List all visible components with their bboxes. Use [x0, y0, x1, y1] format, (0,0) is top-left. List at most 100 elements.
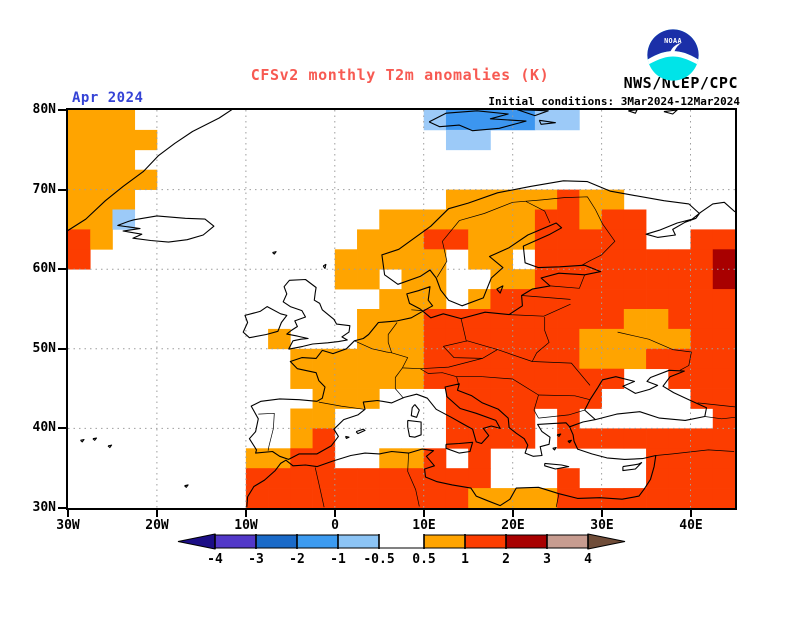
anomaly-cell: [423, 209, 447, 230]
anomaly-cell: [68, 189, 91, 210]
anomaly-cell: [312, 448, 336, 469]
anomaly-cell: [668, 488, 691, 508]
anomaly-cell: [623, 249, 647, 270]
anomaly-cell: [134, 129, 158, 151]
country-border-line: [533, 394, 539, 419]
lon-tick: [156, 510, 158, 517]
lon-tick-label: 10W: [234, 518, 258, 533]
anomaly-cell: [423, 448, 447, 469]
lat-tick: [58, 268, 66, 270]
anomaly-cell: [490, 249, 514, 270]
anomaly-cell: [557, 189, 580, 210]
anomaly-cell: [690, 468, 714, 489]
anomaly-cell: [490, 408, 514, 429]
country-border-line: [387, 322, 409, 369]
coastline: [242, 306, 288, 339]
anomaly-cell: [690, 448, 714, 469]
anomaly-cell: [445, 229, 469, 250]
coastline: [117, 215, 215, 243]
anomaly-cell: [312, 368, 336, 389]
country-border-line: [538, 409, 585, 419]
anomaly-cell: [646, 488, 669, 508]
anomaly-cell: [334, 368, 358, 389]
anomaly-cell: [379, 289, 402, 310]
anomaly-cell: [534, 110, 558, 131]
coastline: [544, 462, 570, 470]
lon-tick-label: 0: [331, 518, 339, 533]
anomaly-cell: [601, 249, 625, 270]
anomaly-cell: [334, 249, 358, 270]
anomaly-cell: [312, 488, 336, 508]
lon-tick: [601, 510, 603, 517]
lon-tick-label: 30E: [590, 518, 614, 533]
anomaly-cell: [712, 328, 735, 350]
anomaly-cell: [445, 388, 469, 409]
coastline: [496, 285, 504, 294]
lat-tick: [58, 109, 66, 111]
country-border-line: [354, 340, 392, 354]
anomaly-cell: [690, 269, 714, 290]
anomaly-cell: [334, 348, 358, 370]
anomaly-cell: [423, 328, 447, 350]
coastline: [569, 369, 708, 428]
anomaly-cell: [90, 110, 113, 131]
anomaly-cell: [268, 448, 291, 469]
anomaly-cell: [445, 209, 469, 230]
anomaly-cell: [490, 309, 514, 330]
anomaly-cell: [112, 129, 136, 151]
anomaly-cell: [601, 428, 625, 449]
anomaly-cell: [579, 309, 602, 330]
anomaly-cell: [712, 388, 735, 409]
coastline: [272, 251, 277, 255]
lat-tick-label: 40N: [32, 420, 56, 435]
anomaly-cell: [423, 488, 447, 508]
figure-title: CFSv2 monthly T2m anomalies (K): [250, 66, 550, 84]
anomaly-cell: [290, 428, 313, 449]
anomaly-cell: [68, 249, 91, 270]
anomaly-cell: [557, 468, 580, 489]
anomaly-cell: [646, 448, 669, 469]
lat-tick-label: 80N: [32, 102, 56, 117]
anomaly-cell: [379, 488, 402, 508]
anomaly-cell: [379, 229, 402, 250]
anomaly-cell: [490, 428, 514, 449]
anomaly-cell: [512, 189, 536, 210]
anomaly-cell: [468, 448, 491, 469]
coastline: [622, 462, 643, 472]
lon-tick: [690, 510, 692, 517]
anomaly-cell: [401, 209, 425, 230]
anomaly-cell: [445, 348, 469, 370]
anomaly-cell: [646, 428, 669, 449]
anomaly-cell: [579, 368, 602, 389]
anomaly-cell: [468, 368, 491, 389]
anomaly-cell: [601, 289, 625, 310]
anomaly-cell: [690, 348, 714, 370]
anomaly-cell: [90, 149, 113, 171]
anomaly-cell: [423, 229, 447, 250]
anomaly-cell: [601, 209, 625, 230]
anomaly-cell: [601, 348, 625, 370]
anomaly-cell: [712, 368, 735, 389]
anomaly-cell: [357, 249, 380, 270]
lon-tick-label: 30W: [56, 518, 80, 533]
anomaly-cell: [379, 348, 402, 370]
colorbar-segment: [296, 534, 339, 549]
anomaly-cell: [534, 328, 558, 350]
anomaly-cell: [290, 368, 313, 389]
anomaly-cell: [712, 269, 735, 290]
anomaly-cell: [68, 129, 91, 151]
coastline: [92, 437, 98, 441]
anomaly-cell: [712, 348, 735, 370]
lon-tick-label: 20W: [145, 518, 169, 533]
anomaly-cell: [445, 468, 469, 489]
anomaly-cell: [245, 448, 269, 469]
anomaly-cell: [512, 488, 536, 508]
lat-tick: [58, 348, 66, 350]
anomaly-cell: [68, 149, 91, 171]
coastline: [538, 119, 556, 125]
country-border-line: [509, 303, 571, 317]
anomaly-cell: [579, 328, 602, 350]
anomaly-cell: [68, 169, 91, 190]
anomaly-cell: [668, 368, 691, 389]
anomaly-cell: [401, 328, 425, 350]
